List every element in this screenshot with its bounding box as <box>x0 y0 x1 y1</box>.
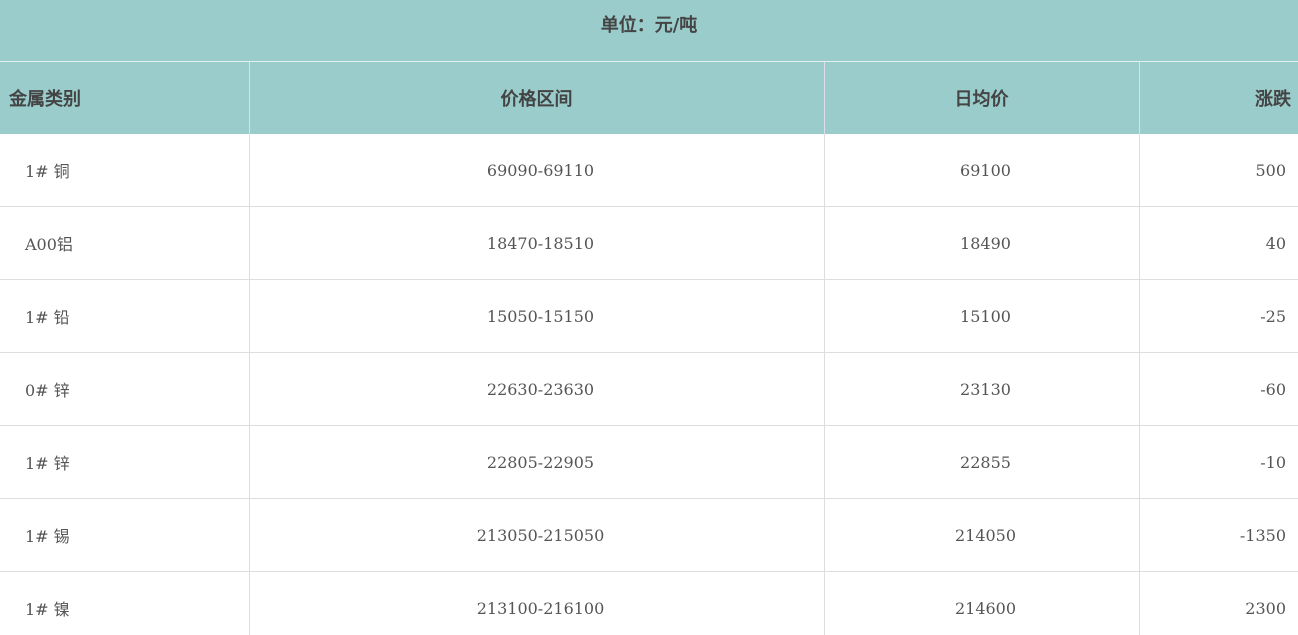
table-row: 1# 锌 22805-22905 22855 -10 <box>0 425 1298 499</box>
daily-average-cell: 22855 <box>824 425 1140 499</box>
header-change: 涨跌 <box>1139 62 1298 134</box>
table-row: 0# 锌 22630-23630 23130 -60 <box>0 352 1298 426</box>
daily-average-cell: 69100 <box>824 134 1140 207</box>
price-range-cell: 69090-69110 <box>249 134 825 207</box>
metal-type-cell: 1# 铜 <box>0 134 250 207</box>
price-range-cell: 213100-216100 <box>249 571 825 635</box>
daily-average-cell: 214050 <box>824 498 1140 572</box>
daily-average-cell: 214600 <box>824 571 1140 635</box>
metal-price-table: 金属类别 价格区间 日均价 涨跌 1# 铜 69090-69110 69100 500… <box>0 62 1298 635</box>
unit-title: 单位：元/吨 <box>0 0 1298 62</box>
price-range-cell: 213050-215050 <box>249 498 825 572</box>
change-cell: 40 <box>1139 206 1298 280</box>
price-range-cell: 18470-18510 <box>249 206 825 280</box>
table-row: A00铝 18470-18510 18490 40 <box>0 206 1298 280</box>
metal-type-cell: 1# 铅 <box>0 279 250 353</box>
change-cell: 500 <box>1139 134 1298 207</box>
daily-average-cell: 23130 <box>824 352 1140 426</box>
price-range-cell: 15050-15150 <box>249 279 825 353</box>
change-cell: -10 <box>1139 425 1298 499</box>
header-price-range: 价格区间 <box>249 62 825 134</box>
change-cell: -1350 <box>1139 498 1298 572</box>
table-row: 1# 铅 15050-15150 15100 -25 <box>0 279 1298 353</box>
header-daily-average: 日均价 <box>824 62 1140 134</box>
price-range-cell: 22805-22905 <box>249 425 825 499</box>
daily-average-cell: 18490 <box>824 206 1140 280</box>
price-range-cell: 22630-23630 <box>249 352 825 426</box>
metal-type-cell: 1# 镍 <box>0 571 250 635</box>
change-cell: -25 <box>1139 279 1298 353</box>
table-header-row: 金属类别 价格区间 日均价 涨跌 <box>0 62 1298 134</box>
metal-type-cell: 1# 锡 <box>0 498 250 572</box>
header-metal-type: 金属类别 <box>0 62 250 134</box>
metal-type-cell: A00铝 <box>0 206 250 280</box>
metal-type-cell: 1# 锌 <box>0 425 250 499</box>
table-row: 1# 锡 213050-215050 214050 -1350 <box>0 498 1298 572</box>
table-row: 1# 镍 213100-216100 214600 2300 <box>0 571 1298 635</box>
daily-average-cell: 15100 <box>824 279 1140 353</box>
metal-type-cell: 0# 锌 <box>0 352 250 426</box>
change-cell: -60 <box>1139 352 1298 426</box>
change-cell: 2300 <box>1139 571 1298 635</box>
table-row: 1# 铜 69090-69110 69100 500 <box>0 134 1298 207</box>
